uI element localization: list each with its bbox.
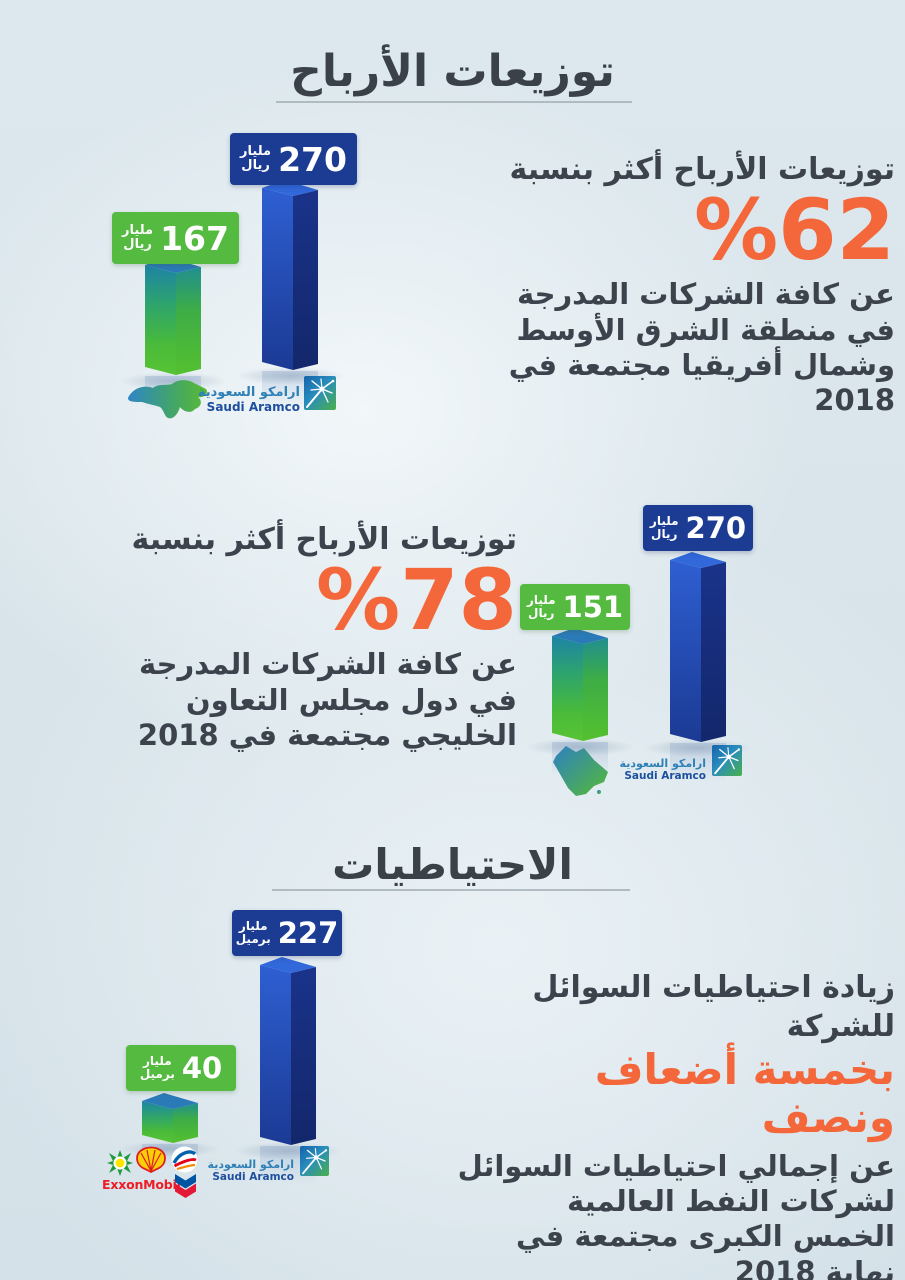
badge-unit-line2: برميل — [235, 932, 271, 946]
stat-highlight: بخمسة أضعاف ونصف — [594, 1045, 895, 1143]
badge-unit-line1: مليار — [238, 918, 268, 933]
chevron-logo-icon — [175, 1174, 196, 1198]
aramco-logo-text: ارامكو السعودية Saudi Aramco — [600, 757, 706, 782]
reserves-title: الاحتياطيات — [332, 840, 573, 889]
reserves-title-underline — [272, 889, 630, 891]
stat-body: عن كافة الشركات المدرجة في منطقة الشرق ا… — [508, 277, 895, 418]
bar-aramco-dividends-mena — [236, 180, 344, 409]
badge-unit-line2: برميل — [139, 1067, 175, 1081]
badge-value: 270 — [685, 510, 747, 545]
saudi-aramco-logo-icon — [712, 745, 742, 776]
badge-unit-line1: مليار — [649, 513, 679, 528]
bar-aramco-reserves — [234, 957, 342, 1184]
aramco-star-icon — [302, 1148, 328, 1175]
badge-value: 151 — [562, 589, 624, 624]
reserves-stat: زيادة احتياطيات السوائل للشركة بخمسة أضع… — [455, 968, 895, 1280]
stat-intro: زيادة احتياطيات السوائل للشركة — [532, 970, 895, 1044]
badge-unit-line2: ريال — [123, 237, 152, 252]
dividends-title: توزيعات الأرباح — [290, 46, 615, 97]
aramco-logo-text: ارامكو السعودية Saudi Aramco — [188, 1158, 294, 1183]
badge-unit-line1: مليار — [122, 222, 154, 238]
saudi-arabia-map-icon — [553, 746, 608, 796]
aramco-logo-text-ar: ارامكو السعودية — [207, 1158, 294, 1171]
value-badge-peers-s2: 151 مليار ريال — [520, 584, 630, 630]
saudi-aramco-logo-icon — [300, 1146, 329, 1176]
badge-unit-line1: مليار — [526, 592, 556, 607]
bar-peers-dividends-gcc — [526, 628, 634, 776]
shell-logo-icon — [136, 1146, 166, 1174]
mena-map-icon — [128, 380, 208, 419]
stat-intro: توزيعات الأرباح أكثر بنسبة — [131, 522, 517, 557]
exxonmobil-logo-text: ExxonMobil — [102, 1177, 181, 1192]
badge-unit-line2: ريال — [241, 158, 270, 173]
bp-logo-icon — [107, 1150, 133, 1176]
value-badge-aramco-s1: 270 مليار ريال — [230, 133, 357, 185]
aramco-logo-text-ar: ارامكو السعودية — [197, 385, 300, 400]
total-logo-icon — [171, 1146, 198, 1173]
value-badge-peers-s1: 167 مليار ريال — [112, 212, 239, 264]
badge-value: 227 — [277, 915, 339, 950]
value-badge-peers-s3: 40 مليار برميل — [126, 1045, 236, 1091]
bar-peers-reserves — [120, 1093, 220, 1168]
value-badge-aramco-s3: 227 مليار برميل — [232, 910, 342, 956]
badge-value: 270 — [278, 139, 347, 179]
badge-unit-line2: ريال — [651, 527, 678, 541]
aramco-star-icon — [306, 378, 335, 408]
badge-unit-line1: مليار — [143, 1053, 172, 1068]
stat-body: عن كافة الشركات المدرجة في دول مجلس التع… — [137, 647, 517, 753]
stat-percentage: %78 — [315, 551, 517, 649]
value-badge-aramco-s2: 270 مليار ريال — [643, 505, 753, 551]
aramco-logo-text-en: Saudi Aramco — [212, 1171, 294, 1183]
aramco-logo-text: ارامكو السعودية Saudi Aramco — [192, 385, 300, 414]
dividends-gcc-stat: توزيعات الأرباح أكثر بنسبة %78 عن كافة ا… — [92, 520, 517, 753]
aramco-star-icon — [714, 747, 741, 775]
badge-unit-line2: ريال — [528, 606, 555, 620]
aramco-logo-text-ar: ارامكو السعودية — [619, 757, 706, 770]
dividends-title-underline — [276, 101, 632, 103]
saudi-aramco-logo-icon — [304, 376, 336, 410]
stat-body: عن إجمالي احتياطيات السوائل لشركات النفط… — [457, 1148, 895, 1280]
stat-intro: توزيعات الأرباح أكثر بنسبة — [509, 152, 895, 187]
badge-value: 40 — [181, 1050, 223, 1085]
badge-value: 167 — [160, 218, 229, 258]
aramco-logo-text-en: Saudi Aramco — [624, 770, 706, 782]
badge-unit-line1: مليار — [240, 143, 272, 159]
aramco-logo-text-en: Saudi Aramco — [206, 400, 300, 414]
stat-percentage: %62 — [693, 181, 895, 279]
dividends-mena-stat: توزيعات الأرباح أكثر بنسبة %62 عن كافة ا… — [465, 150, 895, 419]
